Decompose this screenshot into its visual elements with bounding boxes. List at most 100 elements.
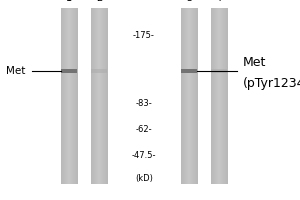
Bar bbox=[192, 8, 193, 184]
Bar bbox=[217, 8, 218, 184]
Bar bbox=[102, 8, 103, 184]
Bar bbox=[101, 8, 102, 184]
Bar bbox=[94, 8, 95, 184]
Bar bbox=[98, 8, 99, 184]
Bar bbox=[68, 8, 69, 184]
Bar bbox=[67, 8, 68, 184]
Bar bbox=[196, 8, 197, 184]
Bar bbox=[214, 8, 215, 184]
Bar bbox=[184, 8, 185, 184]
Bar bbox=[100, 8, 101, 184]
Bar bbox=[188, 8, 189, 184]
Bar bbox=[95, 8, 96, 184]
Bar bbox=[216, 8, 217, 184]
Bar bbox=[226, 8, 227, 184]
Bar bbox=[218, 8, 219, 184]
Bar bbox=[183, 8, 184, 184]
Bar bbox=[211, 8, 212, 184]
Text: 1: 1 bbox=[66, 0, 72, 3]
Bar bbox=[224, 8, 225, 184]
Bar bbox=[72, 8, 73, 184]
Bar bbox=[62, 8, 63, 184]
Bar bbox=[224, 8, 225, 184]
Bar bbox=[197, 8, 198, 184]
Bar bbox=[181, 8, 182, 184]
Bar bbox=[215, 8, 216, 184]
Bar bbox=[184, 8, 185, 184]
Bar bbox=[99, 8, 100, 184]
Bar bbox=[225, 8, 226, 184]
Bar bbox=[185, 8, 186, 184]
Bar bbox=[195, 8, 196, 184]
Bar bbox=[96, 8, 97, 184]
Bar bbox=[73, 8, 74, 184]
Bar bbox=[190, 8, 191, 184]
Bar bbox=[188, 8, 189, 184]
Bar bbox=[76, 8, 77, 184]
Bar bbox=[182, 8, 183, 184]
Text: Met: Met bbox=[6, 66, 26, 76]
Bar bbox=[186, 8, 187, 184]
Text: -62-: -62- bbox=[136, 124, 152, 134]
Bar bbox=[68, 8, 69, 184]
Bar bbox=[92, 8, 93, 184]
Bar bbox=[212, 8, 213, 184]
Bar bbox=[94, 8, 95, 184]
Bar bbox=[63, 8, 64, 184]
Bar bbox=[65, 8, 66, 184]
Text: -47.5-: -47.5- bbox=[132, 150, 156, 160]
Bar bbox=[104, 8, 105, 184]
Bar bbox=[189, 8, 190, 184]
Bar bbox=[66, 8, 67, 184]
Text: Met: Met bbox=[243, 56, 266, 70]
Bar bbox=[222, 8, 223, 184]
Bar bbox=[74, 8, 75, 184]
Bar bbox=[181, 8, 182, 184]
Bar bbox=[213, 8, 214, 184]
Bar bbox=[77, 8, 78, 184]
Bar bbox=[181, 69, 197, 73]
Bar bbox=[92, 8, 93, 184]
Bar bbox=[105, 8, 106, 184]
Bar bbox=[212, 8, 213, 184]
Bar bbox=[223, 8, 224, 184]
Bar bbox=[222, 8, 223, 184]
Bar bbox=[192, 8, 193, 184]
Bar bbox=[98, 8, 99, 184]
Text: -83-: -83- bbox=[136, 99, 152, 108]
Bar bbox=[220, 8, 221, 184]
Bar bbox=[71, 8, 72, 184]
Bar bbox=[61, 8, 62, 184]
Bar bbox=[187, 8, 188, 184]
Bar bbox=[191, 8, 192, 184]
Text: 4: 4 bbox=[216, 0, 222, 3]
Text: (pTyr1234): (pTyr1234) bbox=[243, 77, 300, 90]
Bar bbox=[91, 69, 107, 73]
Bar bbox=[104, 8, 105, 184]
Text: (kD): (kD) bbox=[135, 174, 153, 184]
Bar bbox=[64, 8, 65, 184]
Text: 2: 2 bbox=[96, 0, 102, 3]
Bar bbox=[61, 69, 77, 73]
Bar bbox=[194, 8, 195, 184]
Bar bbox=[182, 8, 183, 184]
Bar bbox=[193, 8, 194, 184]
Bar bbox=[106, 8, 107, 184]
Bar bbox=[216, 8, 217, 184]
Bar bbox=[64, 8, 65, 184]
Bar bbox=[74, 8, 75, 184]
Bar bbox=[194, 8, 195, 184]
Bar bbox=[107, 8, 108, 184]
Bar bbox=[211, 69, 227, 73]
Bar bbox=[93, 8, 94, 184]
Bar bbox=[219, 8, 220, 184]
Bar bbox=[186, 8, 187, 184]
Bar bbox=[227, 8, 228, 184]
Bar bbox=[214, 8, 215, 184]
Bar bbox=[91, 8, 92, 184]
Bar bbox=[102, 8, 103, 184]
Bar bbox=[221, 8, 222, 184]
Bar bbox=[211, 8, 212, 184]
Bar bbox=[66, 8, 67, 184]
Bar bbox=[69, 8, 70, 184]
